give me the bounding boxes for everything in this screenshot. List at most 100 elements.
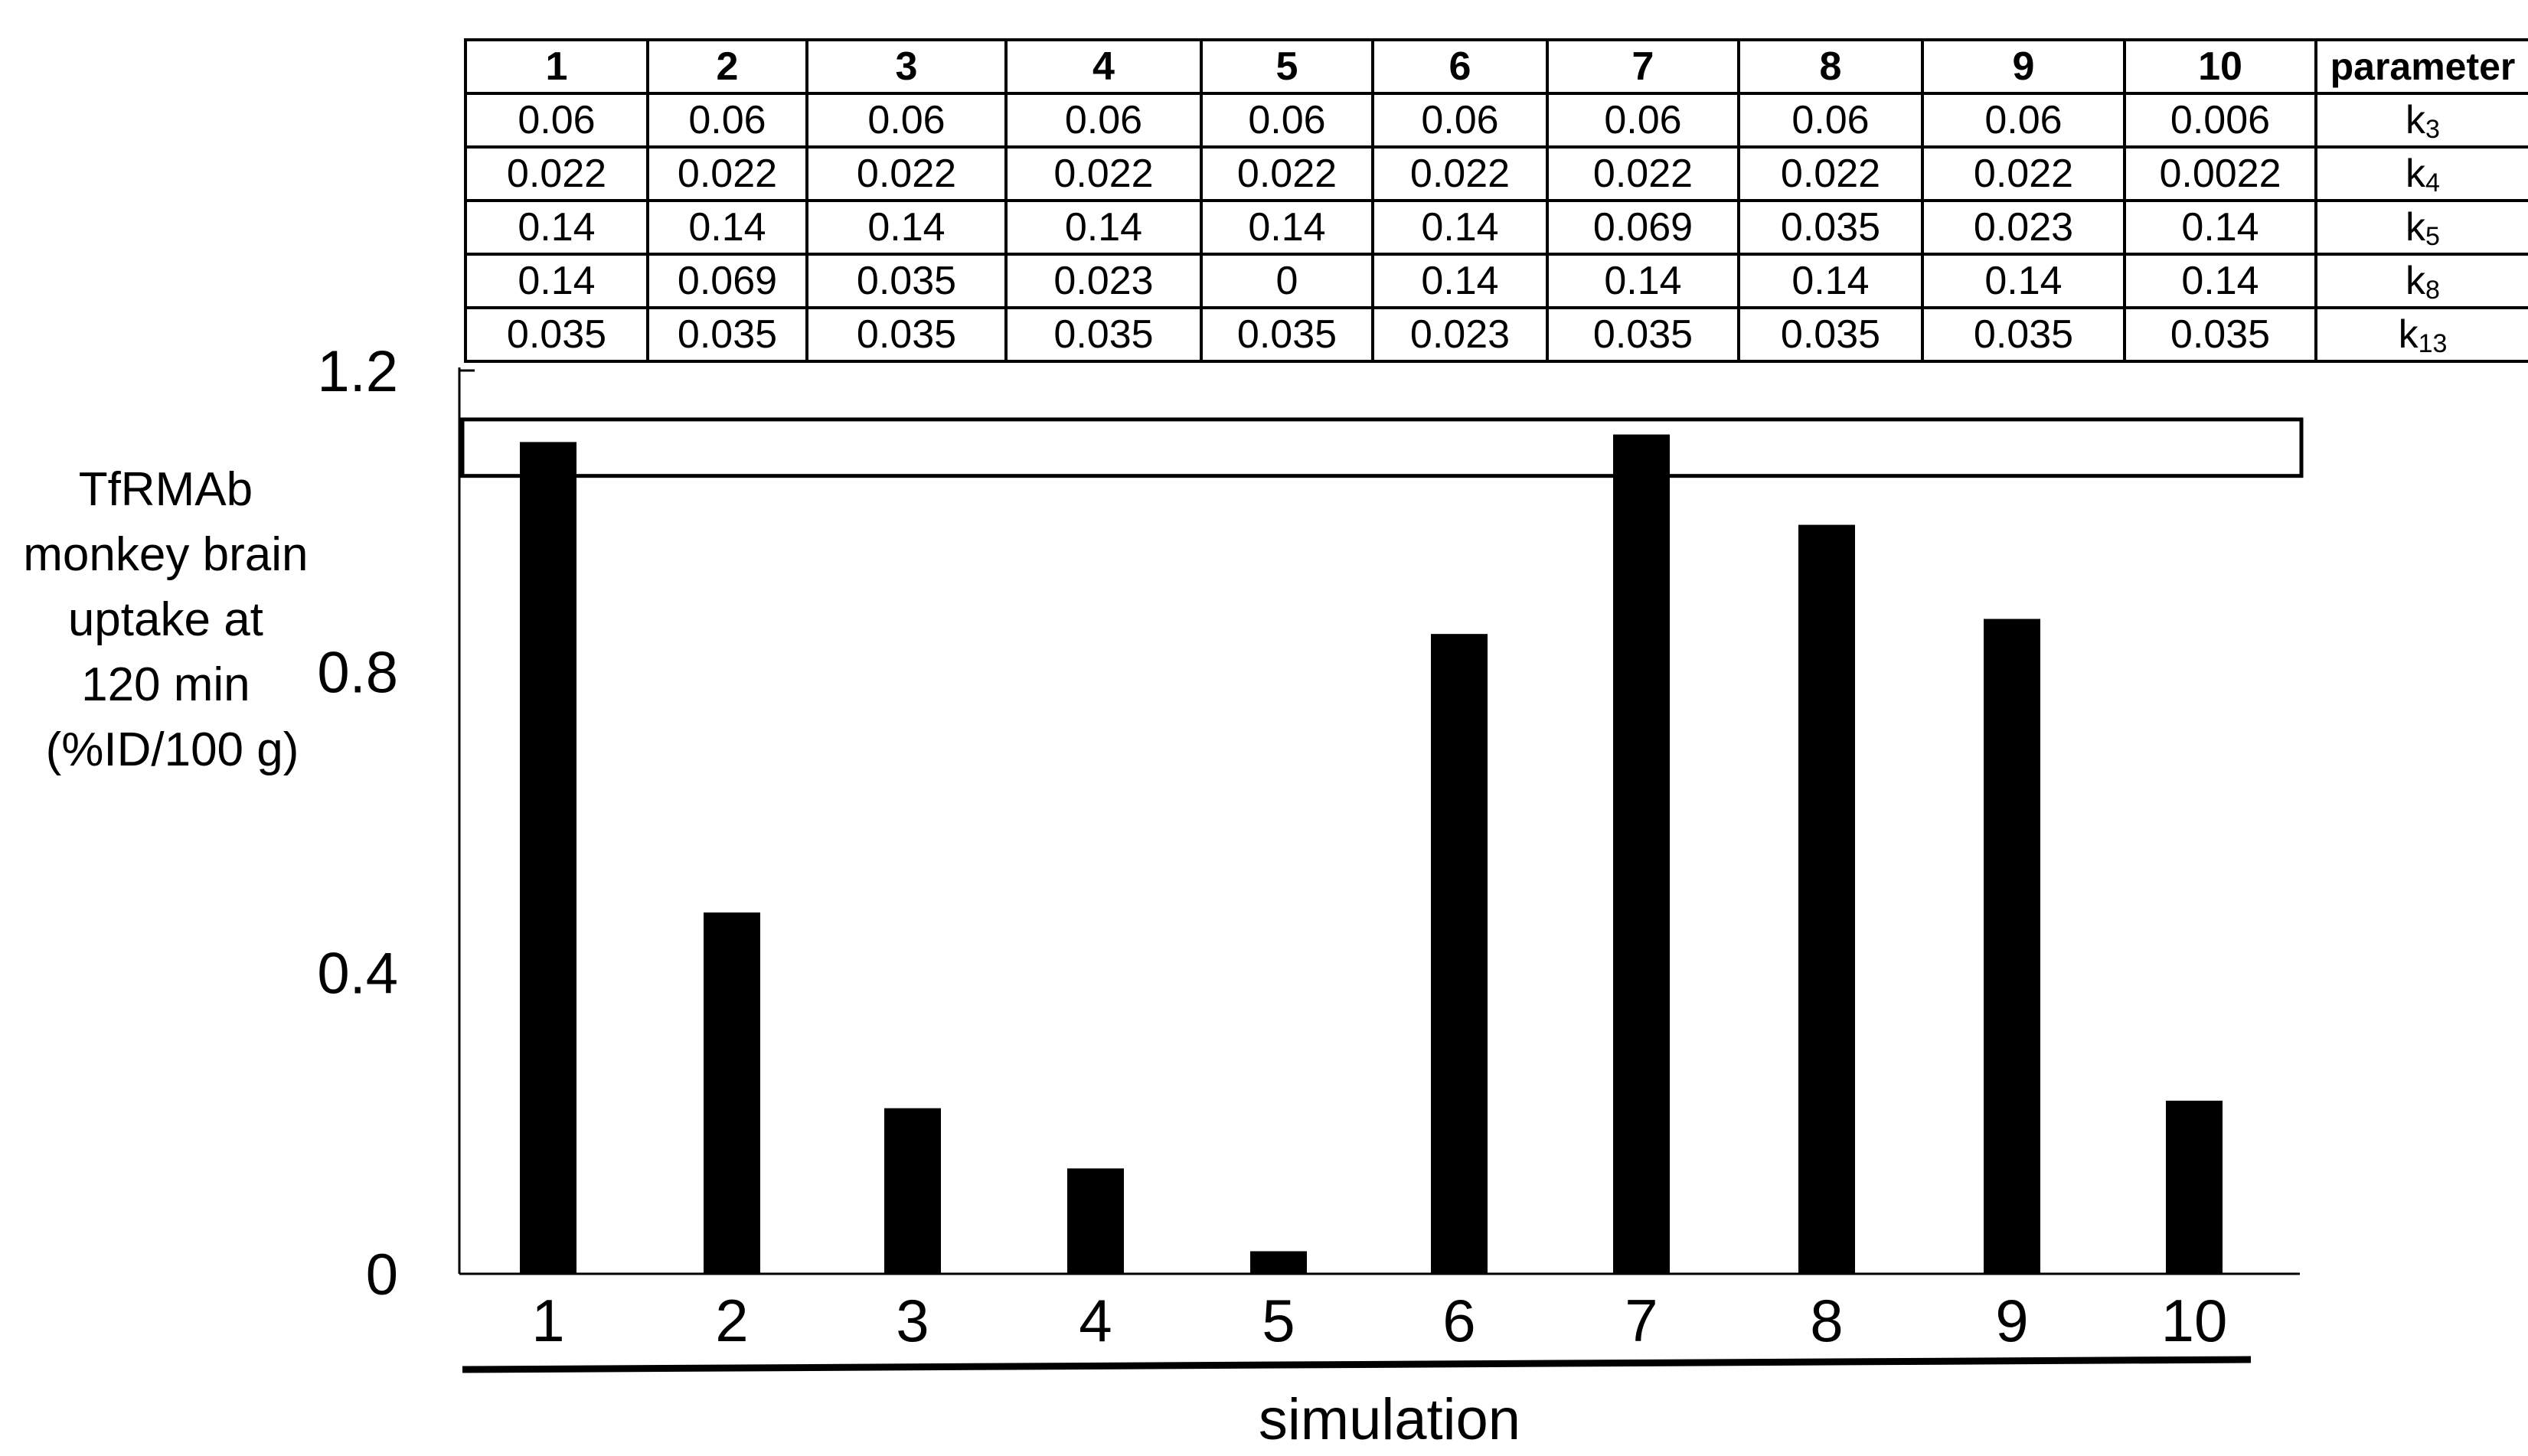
table-cell: 0.022 [1921, 145, 2126, 202]
table-header-cell: 5 [1200, 38, 1374, 95]
parameter-symbol: k [2398, 312, 2419, 357]
table-row: 0.035 0.035 0.035 0.035 0.035 0.023 0.035 0.035… [464, 306, 2528, 363]
table-cell: 0 [1200, 253, 1374, 309]
table-cell: 0.06 [805, 92, 1008, 149]
table-cell: 0.022 [464, 145, 649, 202]
table-cell: 0.022 [1737, 145, 1924, 202]
table-cell: 0.035 [1546, 306, 1740, 363]
table-header-cell: 7 [1546, 38, 1740, 95]
y-tick-labels: 0 0.4 0.8 1.2 [317, 339, 398, 1307]
table-cell: 0.023 [1004, 253, 1203, 309]
parameter-subscript: 3 [2425, 115, 2440, 144]
bar [1431, 634, 1488, 1274]
table-cell: 0.14 [2123, 199, 2317, 256]
bar [884, 1108, 941, 1274]
parameter-table-body: 1 2 3 4 5 6 7 8 9 10 parameter 0.06 0.06 0.06 0.06 0.06… [464, 38, 2528, 363]
table-parameter-cell: k13 [2314, 306, 2528, 363]
bar [1250, 1251, 1307, 1274]
bar [1067, 1168, 1124, 1274]
table-cell: 0.06 [1200, 92, 1374, 149]
table-row: 0.022 0.022 0.022 0.022 0.022 0.022 0.022 0.022… [464, 145, 2528, 202]
table-cell: 0.035 [1737, 306, 1924, 363]
parameter-symbol: k [2406, 205, 2426, 250]
table-cell: 0.022 [1546, 145, 1740, 202]
parameter-symbol: k [2406, 152, 2426, 196]
table-cell: 0.035 [1737, 199, 1924, 256]
y-axis-label-line-5: (%ID/100 g) [46, 723, 299, 776]
table-header-cell: 2 [646, 38, 808, 95]
table-header-cell: 8 [1737, 38, 1924, 95]
y-axis-label-line-1: TfRMAb [79, 463, 253, 516]
table-cell: 0.022 [1200, 145, 1374, 202]
table-header-cell: 1 [464, 38, 649, 95]
table-cell: 0.0022 [2123, 145, 2317, 202]
table-cell: 0.14 [1004, 199, 1203, 256]
parameter-subscript: 5 [2425, 222, 2440, 251]
parameter-subscript: 4 [2425, 168, 2440, 198]
table-parameter-cell: k5 [2314, 199, 2528, 256]
table-cell: 0.06 [1737, 92, 1924, 149]
bar [1613, 434, 1670, 1275]
table-cell: 0.022 [1004, 145, 1203, 202]
x-tick-label: 2 [715, 1287, 748, 1354]
x-tick-label: 7 [1625, 1287, 1658, 1354]
table-cell: 0.14 [805, 199, 1008, 256]
bar [1984, 619, 2040, 1274]
table-cell: 0.06 [1004, 92, 1203, 149]
y-tick-label: 0 [366, 1242, 398, 1307]
table-cell: 0.14 [1200, 199, 1374, 256]
y-axis-label-line-2: monkey brain [23, 528, 308, 581]
y-tick-label: 0.8 [317, 640, 398, 705]
x-tick-label: 6 [1442, 1287, 1475, 1354]
table-cell: 0.035 [646, 306, 808, 363]
table-row: 0.14 0.069 0.035 0.023 0 0.14 0.14 0.14 0.14 0.14… [464, 253, 2528, 309]
table-cell: 0.14 [464, 199, 649, 256]
table-cell: 0.035 [805, 306, 1008, 363]
x-tick-label: 8 [1810, 1287, 1843, 1354]
x-tick-label: 10 [2161, 1287, 2228, 1354]
table-header-row: 1 2 3 4 5 6 7 8 9 10 parameter [464, 38, 2528, 95]
parameter-table: 1 2 3 4 5 6 7 8 9 10 parameter 0.06 0.06 0.06 0.06 0.06… [464, 38, 2528, 363]
y-tick-label: 0.4 [317, 942, 398, 1007]
table-cell: 0.06 [646, 92, 808, 149]
parameter-symbol: k [2406, 259, 2426, 303]
x-tick-label: 3 [896, 1287, 929, 1354]
table-cell: 0.069 [646, 253, 808, 309]
y-tick-label: 1.2 [317, 339, 398, 404]
table-parameter-cell: k8 [2314, 253, 2528, 309]
table-cell: 0.035 [1200, 306, 1374, 363]
table-header-parameter: parameter [2314, 38, 2528, 95]
table-cell: 0.022 [646, 145, 808, 202]
table-cell: 0.069 [1546, 199, 1740, 256]
table-cell: 0.06 [464, 92, 649, 149]
table-cell: 0.14 [646, 199, 808, 256]
table-cell: 0.14 [464, 253, 649, 309]
x-tick-label: 9 [1995, 1287, 2028, 1354]
table-cell: 0.06 [1921, 92, 2126, 149]
table-cell: 0.14 [1371, 199, 1549, 256]
bar [520, 442, 576, 1274]
table-cell: 0.023 [1921, 199, 2126, 256]
table-cell: 0.006 [2123, 92, 2317, 149]
y-axis-label-line-4: 120 min [81, 658, 250, 711]
simulation-bracket-line [462, 1356, 2252, 1373]
table-row: 0.14 0.14 0.14 0.14 0.14 0.14 0.069 0.035 0.023 0… [464, 199, 2528, 256]
bar [2166, 1100, 2223, 1274]
table-parameter-cell: k4 [2314, 145, 2528, 202]
table-cell: 0.14 [1737, 253, 1924, 309]
bars [520, 434, 2223, 1275]
table-header-cell: 9 [1921, 38, 2126, 95]
table-header-cell: 3 [805, 38, 1008, 95]
table-cell: 0.022 [1371, 145, 1549, 202]
bar [1798, 524, 1855, 1274]
table-cell: 0.14 [1546, 253, 1740, 309]
table-cell: 0.035 [2123, 306, 2317, 363]
x-axis-label: simulation [1259, 1387, 1520, 1452]
table-cell: 0.022 [805, 145, 1008, 202]
table-cell: 0.023 [1371, 306, 1549, 363]
x-tick-label: 1 [531, 1287, 564, 1354]
table-header-cell: 4 [1004, 38, 1203, 95]
table-row: 0.06 0.06 0.06 0.06 0.06 0.06 0.06 0.06 0.06 0.00… [464, 92, 2528, 149]
highlight-band [460, 417, 2304, 478]
